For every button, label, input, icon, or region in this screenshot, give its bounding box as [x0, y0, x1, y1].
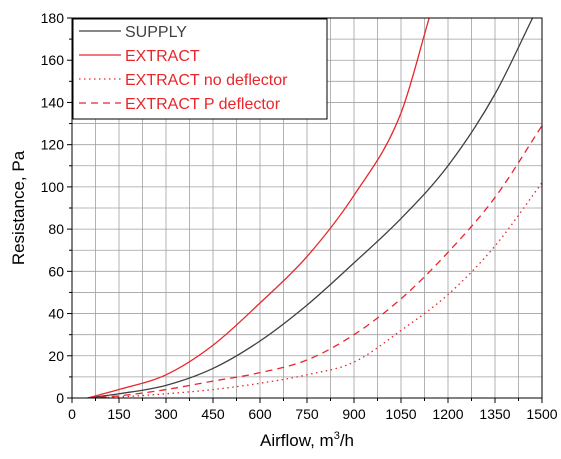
y-tick-label: 0	[56, 390, 64, 406]
x-tick-label: 150	[107, 406, 131, 422]
x-tick-label: 1050	[385, 406, 416, 422]
x-tick-label: 1200	[432, 406, 463, 422]
legend: SUPPLY EXTRACT EXTRACT no deflector EXTRACT…	[72, 18, 328, 120]
x-axis-label-sup: 3	[334, 430, 340, 442]
y-tick-label: 120	[41, 137, 65, 153]
y-axis-label: Resistance, Pa	[9, 150, 28, 265]
x-tick-label: 1500	[526, 406, 557, 422]
x-tick-label: 1350	[479, 406, 510, 422]
x-axis-label: Airflow, m3/h	[260, 430, 354, 450]
y-tick-label: 80	[48, 221, 64, 237]
y-tick-label: 60	[48, 263, 64, 279]
y-tick-label: 100	[41, 179, 65, 195]
x-tick-label: 600	[248, 406, 272, 422]
x-tick-label: 750	[295, 406, 319, 422]
y-tick-label: 160	[41, 52, 65, 68]
legend-label: EXTRACT no deflector	[125, 72, 288, 89]
x-tick-label: 300	[154, 406, 178, 422]
x-tick-label: 0	[68, 406, 76, 422]
y-tick-label: 40	[48, 306, 64, 322]
x-axis-label-main: Airflow, m	[260, 431, 334, 450]
legend-label: EXTRACT	[125, 48, 200, 65]
x-axis-label-suffix: /h	[340, 431, 354, 450]
series-line-extract-no-deflector	[87, 182, 542, 398]
series-line-extract	[87, 18, 430, 398]
x-tick-label: 900	[342, 406, 366, 422]
legend-box	[72, 18, 328, 120]
series-line-supply	[87, 18, 534, 398]
legend-label: EXTRACT P deflector	[125, 96, 281, 113]
y-tick-label: 140	[41, 94, 65, 110]
ticks: 0 150 300 450 600 750 900 1050 1200 1350 1500 0 20 40…	[41, 10, 558, 422]
y-tick-label: 180	[41, 10, 65, 26]
series-line-extract-p-deflector	[87, 125, 542, 398]
legend-label: SUPPLY	[125, 24, 187, 41]
series-layer	[87, 18, 542, 398]
y-tick-label: 20	[48, 348, 64, 364]
x-tick-label: 450	[201, 406, 225, 422]
